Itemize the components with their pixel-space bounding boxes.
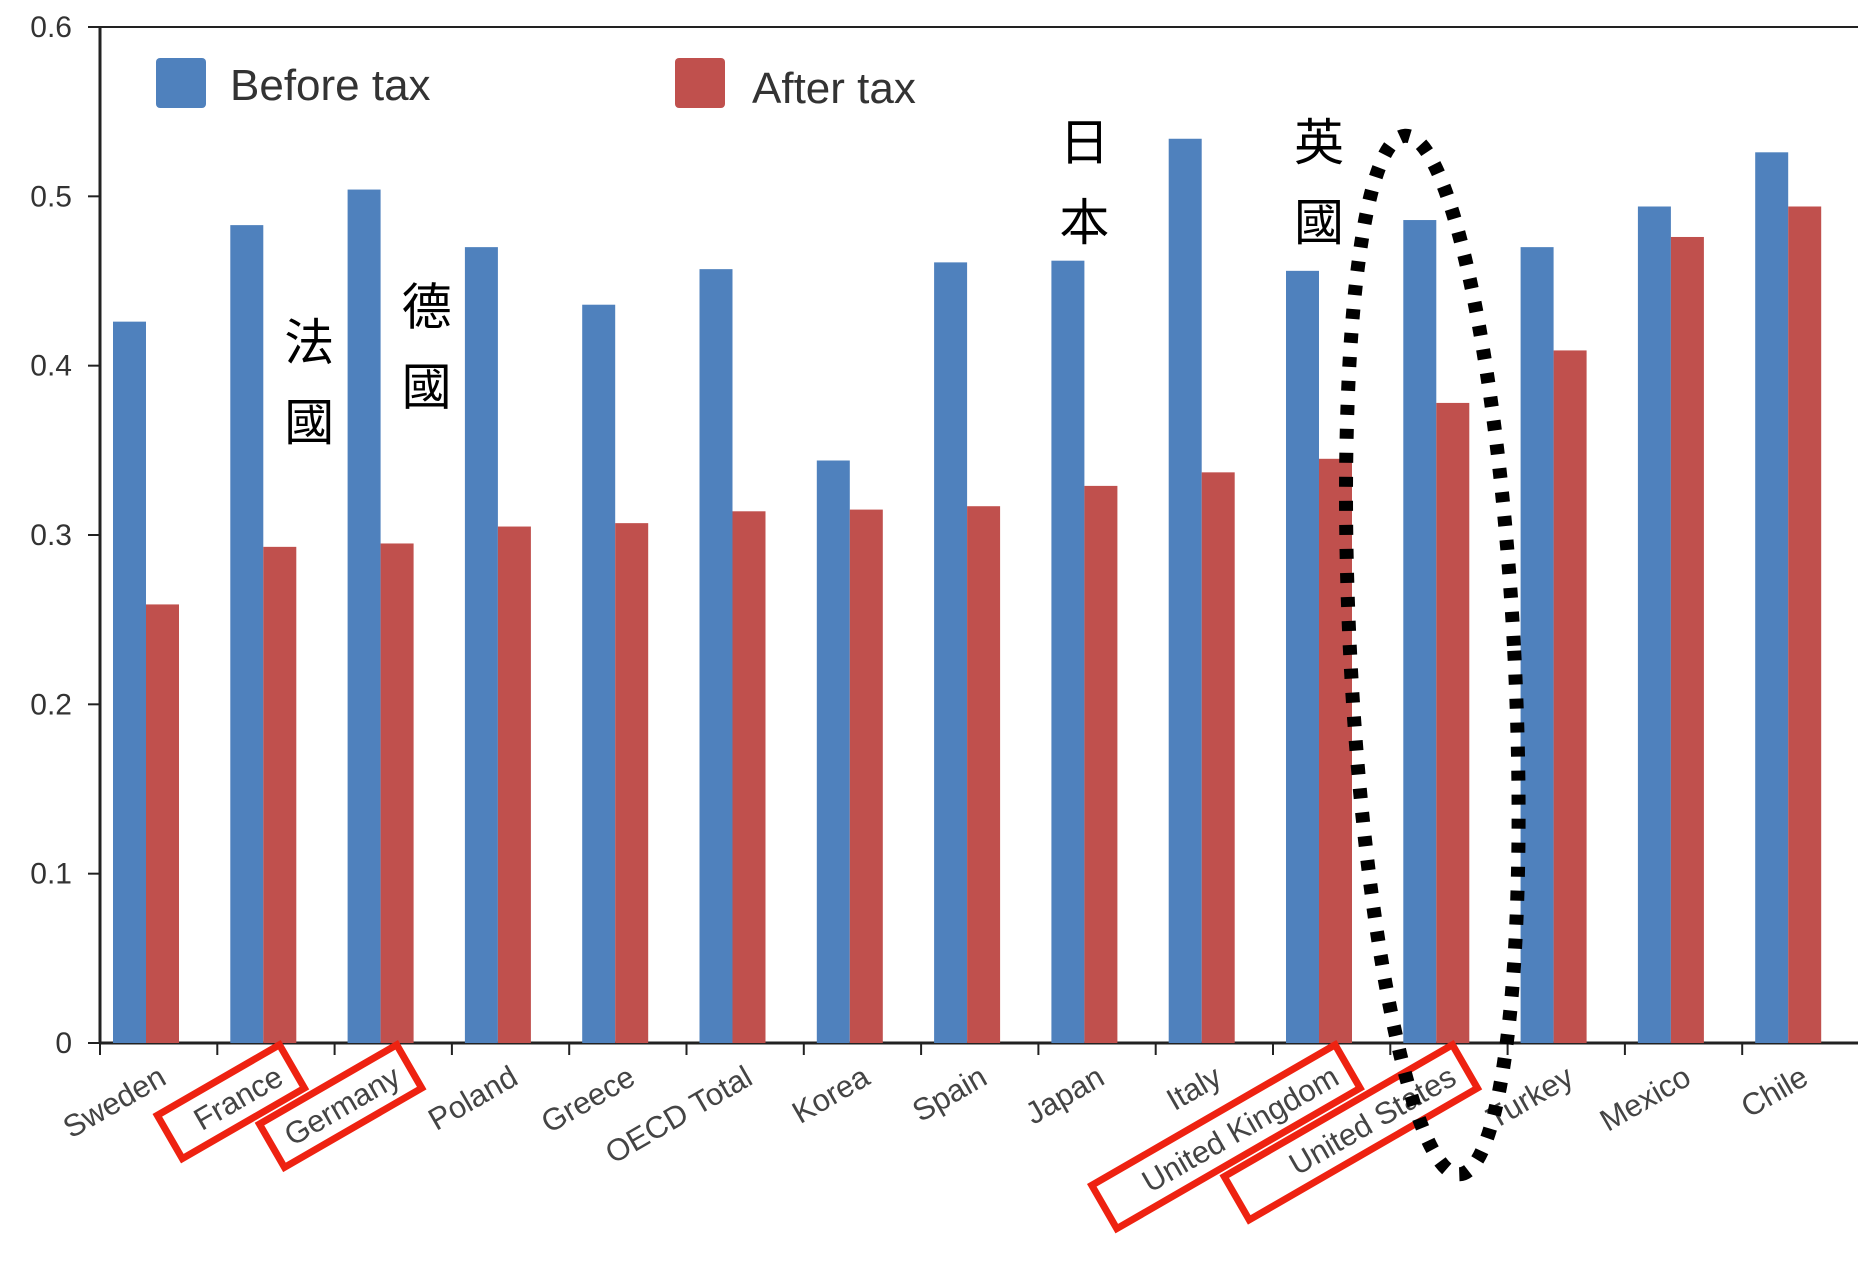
x-tick-label-poland: Poland bbox=[422, 1059, 523, 1138]
bar-after-tax-korea bbox=[849, 509, 883, 1044]
x-tick-label-chile: Chile bbox=[1735, 1059, 1814, 1125]
bar-after-tax-united-states bbox=[1436, 402, 1470, 1043]
bar-after-tax-turkey bbox=[1553, 350, 1587, 1044]
highlight-box-germany bbox=[254, 1040, 427, 1173]
legend-label-before-tax: Before tax bbox=[230, 61, 431, 110]
x-tick-label-spain: Spain bbox=[906, 1059, 992, 1129]
y-tick-label: 0.5 bbox=[30, 180, 72, 213]
bar-before-tax-oecd-total bbox=[699, 269, 733, 1043]
annotation-france-char: 法 bbox=[284, 314, 334, 372]
highlight-box-united-kingdom bbox=[1086, 1040, 1365, 1234]
bar-after-tax-sweden bbox=[146, 604, 179, 1043]
bar-before-tax-spain bbox=[934, 262, 968, 1044]
annotation-japan-char: 本 bbox=[1059, 194, 1109, 252]
x-tick-label-turkey: Turkey bbox=[1481, 1059, 1580, 1136]
x-tick-label-sweden: Sweden bbox=[57, 1059, 172, 1145]
circle-highlight-united-states bbox=[1339, 128, 1526, 1182]
bars bbox=[113, 138, 1822, 1044]
highlight-box-united-states bbox=[1219, 1040, 1483, 1225]
legend-swatch-before-tax bbox=[156, 58, 206, 108]
legend-label-after-tax: After tax bbox=[752, 64, 916, 113]
x-tick-label-mexico: Mexico bbox=[1594, 1059, 1697, 1138]
bar-before-tax-italy bbox=[1168, 138, 1202, 1043]
bar-after-tax-japan bbox=[1084, 485, 1118, 1044]
annotation-france-char: 國 bbox=[284, 394, 334, 452]
y-tick-label: 0.6 bbox=[30, 11, 72, 44]
bar-after-tax-france bbox=[263, 546, 297, 1043]
legend: Before tax After tax bbox=[156, 58, 916, 113]
y-tick-label: 0.1 bbox=[30, 858, 72, 891]
bar-after-tax-chile bbox=[1788, 206, 1822, 1043]
annotation-united-kingdom-char: 國 bbox=[1294, 194, 1344, 252]
legend-swatch-after-tax bbox=[675, 58, 725, 108]
bar-before-tax-turkey bbox=[1520, 247, 1554, 1044]
annotation-germany-char: 德 bbox=[402, 279, 452, 337]
bar-before-tax-chile bbox=[1755, 152, 1789, 1044]
annotation-united-kingdom-char: 英 bbox=[1294, 114, 1344, 172]
bar-before-tax-united-kingdom bbox=[1286, 270, 1319, 1044]
annotation-japan-char: 日 bbox=[1059, 114, 1109, 172]
highlight-box-france bbox=[152, 1040, 310, 1164]
y-tick-label: 0.4 bbox=[30, 350, 72, 383]
bar-before-tax-poland bbox=[464, 247, 498, 1044]
bar-before-tax-mexico bbox=[1637, 206, 1671, 1043]
bar-before-tax-greece bbox=[582, 304, 616, 1043]
bar-after-tax-spain bbox=[967, 506, 1001, 1043]
bar-before-tax-france bbox=[230, 225, 264, 1043]
bar-after-tax-oecd-total bbox=[732, 511, 766, 1043]
bar-before-tax-germany bbox=[347, 189, 381, 1043]
bar-after-tax-italy bbox=[1201, 472, 1235, 1043]
bar-before-tax-korea bbox=[816, 460, 850, 1043]
bar-after-tax-mexico bbox=[1670, 236, 1704, 1043]
bar-after-tax-poland bbox=[497, 526, 531, 1043]
bar-before-tax-japan bbox=[1051, 260, 1085, 1043]
x-tick-label-italy: Italy bbox=[1160, 1059, 1227, 1118]
y-tick-label: 0 bbox=[55, 1027, 72, 1060]
annotation-germany-char: 國 bbox=[402, 359, 452, 417]
bar-after-tax-greece bbox=[615, 523, 649, 1043]
y-tick-label: 0.3 bbox=[30, 519, 72, 552]
x-tick-label-japan: Japan bbox=[1019, 1059, 1110, 1132]
x-tick-label-korea: Korea bbox=[786, 1058, 876, 1130]
y-tick-label: 0.2 bbox=[30, 688, 72, 721]
bar-after-tax-germany bbox=[380, 543, 414, 1043]
bar-before-tax-sweden bbox=[113, 321, 146, 1043]
bar-before-tax-united-states bbox=[1403, 220, 1437, 1044]
bar-after-tax-united-kingdom bbox=[1319, 458, 1352, 1043]
